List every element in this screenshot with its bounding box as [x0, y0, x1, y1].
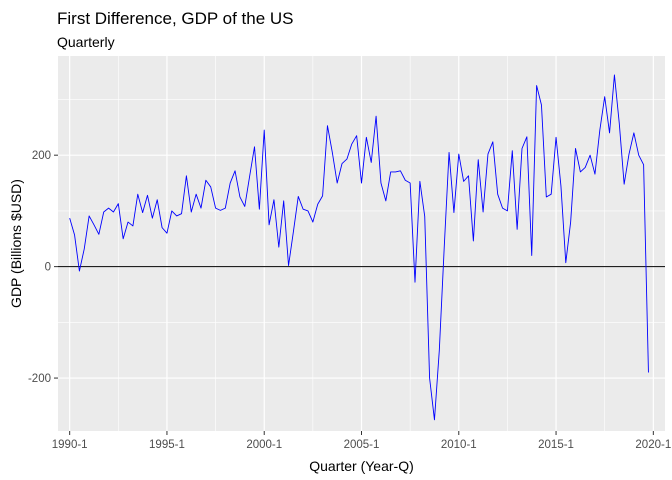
y-axis-title: GDP (Billions $USD): [8, 179, 24, 308]
y-tick-label: -200: [28, 373, 51, 385]
x-tick-label: 2015-1: [538, 439, 574, 451]
chart-title: First Difference, GDP of the US: [57, 9, 294, 28]
chart-subtitle: Quarterly: [57, 34, 115, 50]
y-axis: -200 0 200: [28, 150, 58, 385]
x-tick-label: 1995-1: [149, 439, 185, 451]
x-axis-title: Quarter (Year-Q): [309, 458, 414, 474]
x-axis: 1990-1 1995-1 2000-1 2005-1 2010-1 2015-1 2020…: [52, 431, 671, 451]
x-tick-label: 2020-1: [635, 439, 671, 451]
x-tick-label: 2005-1: [344, 439, 380, 451]
y-tick-label: 200: [32, 150, 51, 162]
x-tick-label: 2000-1: [246, 439, 282, 451]
x-tick-label: 1990-1: [52, 439, 88, 451]
x-tick-label: 2010-1: [441, 439, 477, 451]
series-line: [69, 74, 649, 421]
y-tick-label: 0: [45, 262, 51, 274]
